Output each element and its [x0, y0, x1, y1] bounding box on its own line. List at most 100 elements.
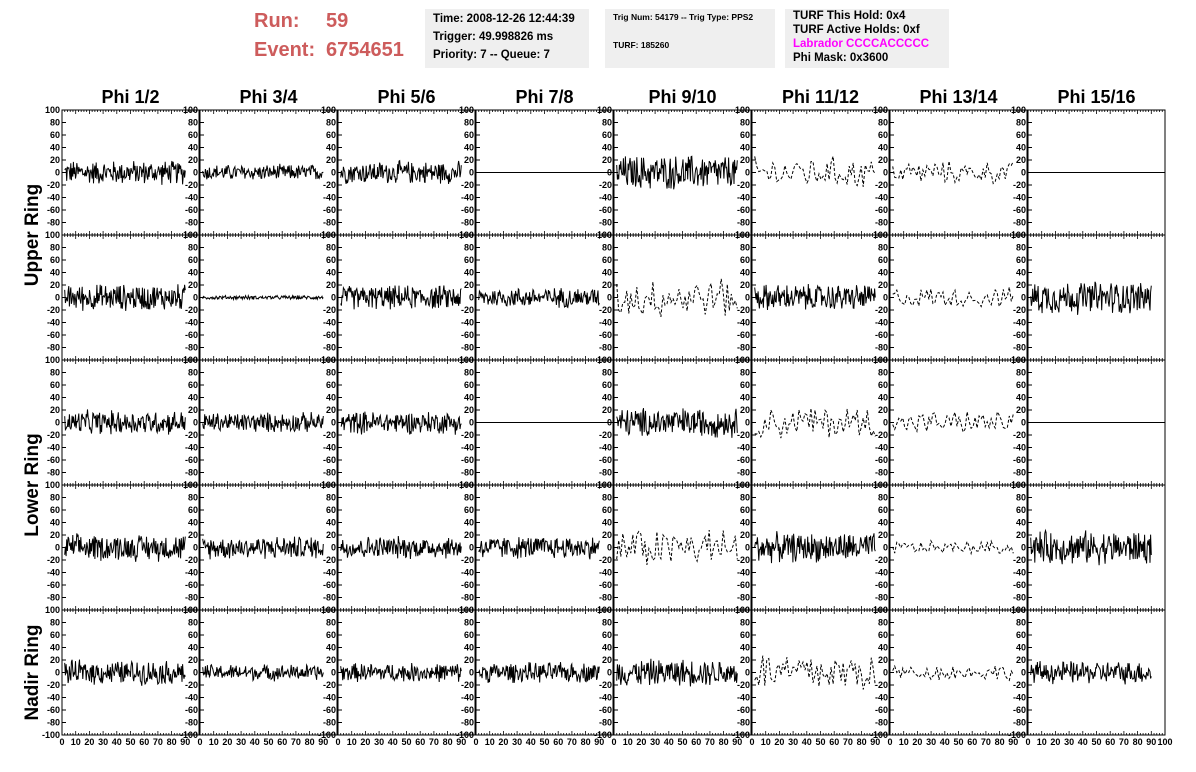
- time-text: Time: 2008-12-26 12:44:39: [433, 13, 575, 25]
- y-tick-label: 20: [878, 280, 888, 290]
- y-tick-label: 80: [50, 618, 60, 628]
- y-tick-label: 60: [464, 255, 474, 265]
- y-tick-label: -20: [323, 680, 336, 690]
- y-tick-label: 100: [183, 105, 198, 115]
- y-tick-label: -20: [875, 430, 888, 440]
- y-tick-label: 80: [602, 618, 612, 628]
- y-tick-label: -20: [599, 555, 612, 565]
- y-tick-label: 20: [464, 280, 474, 290]
- y-tick-label: -60: [737, 705, 750, 715]
- y-tick-label: 80: [326, 618, 336, 628]
- y-tick-label: 0: [1021, 293, 1026, 303]
- y-tick-label: 40: [188, 268, 198, 278]
- y-tick-label: -80: [461, 718, 474, 728]
- waveform-trace: [616, 529, 738, 565]
- y-tick-label: 20: [50, 530, 60, 540]
- y-tick-label: 20: [188, 530, 198, 540]
- waveform-trace: [754, 655, 876, 690]
- y-tick-label: -60: [737, 205, 750, 215]
- y-tick-label: -20: [599, 305, 612, 315]
- y-tick-label: 0: [1021, 543, 1026, 553]
- y-tick-label: -20: [47, 180, 60, 190]
- y-tick-label: -20: [875, 680, 888, 690]
- y-tick-label: -100: [42, 730, 60, 740]
- y-tick-label: 40: [188, 393, 198, 403]
- y-tick-label: 40: [878, 518, 888, 528]
- trig-info-panel: Trig Num: 54179 -- Trig Type: PPS2 TURF:…: [605, 9, 775, 68]
- y-tick-label: 60: [1016, 380, 1026, 390]
- y-tick-label: 60: [326, 255, 336, 265]
- y-tick-label: 20: [188, 280, 198, 290]
- y-tick-label: -40: [1013, 443, 1026, 453]
- y-tick-label: -80: [323, 218, 336, 228]
- y-tick-label: 0: [745, 543, 750, 553]
- y-tick-label: -20: [599, 180, 612, 190]
- y-tick-label: 0: [883, 293, 888, 303]
- y-tick-label: 60: [188, 255, 198, 265]
- y-tick-label: -60: [47, 330, 60, 340]
- column-title: Phi 11/12: [782, 87, 859, 107]
- y-tick-label: -40: [47, 318, 60, 328]
- waveform-trace: [64, 284, 186, 311]
- y-tick-label: -80: [599, 218, 612, 228]
- y-tick-label: -40: [323, 193, 336, 203]
- y-tick-label: 80: [740, 618, 750, 628]
- y-tick-label: -40: [461, 693, 474, 703]
- waveform-trace: [616, 278, 738, 318]
- y-tick-label: -20: [323, 555, 336, 565]
- y-tick-label: 100: [1011, 605, 1026, 615]
- y-tick-label: -80: [185, 218, 198, 228]
- y-tick-label: 60: [464, 505, 474, 515]
- y-tick-label: -60: [461, 705, 474, 715]
- y-tick-label: 40: [602, 143, 612, 153]
- y-tick-label: -60: [875, 330, 888, 340]
- panel-frame: [475, 234, 614, 361]
- y-tick-label: -20: [323, 430, 336, 440]
- y-tick-label: 100: [1011, 230, 1026, 240]
- y-tick-label: 20: [1016, 655, 1026, 665]
- y-tick-label: -40: [461, 568, 474, 578]
- panel-frame: [613, 234, 752, 361]
- y-tick-label: -20: [47, 430, 60, 440]
- y-tick-label: -20: [461, 180, 474, 190]
- y-tick-label: 100: [45, 605, 60, 615]
- y-tick-label: 100: [1011, 355, 1026, 365]
- y-tick-label: -80: [737, 593, 750, 603]
- y-tick-label: -60: [47, 580, 60, 590]
- y-tick-label: -60: [599, 705, 612, 715]
- y-tick-label: 40: [740, 518, 750, 528]
- y-tick-label: 80: [188, 243, 198, 253]
- y-tick-label: 40: [878, 393, 888, 403]
- y-tick-label: 60: [326, 505, 336, 515]
- y-tick-label: -80: [599, 343, 612, 353]
- y-tick-label: 80: [602, 368, 612, 378]
- y-tick-label: -80: [1013, 593, 1026, 603]
- y-tick-label: 40: [740, 643, 750, 653]
- y-tick-label: 60: [602, 630, 612, 640]
- waveform-trace: [892, 161, 1014, 185]
- y-tick-label: -80: [875, 593, 888, 603]
- y-tick-label: -80: [599, 468, 612, 478]
- y-tick-label: -80: [47, 343, 60, 353]
- y-tick-label: 20: [1016, 280, 1026, 290]
- y-tick-label: 80: [740, 493, 750, 503]
- y-tick-label: 60: [464, 630, 474, 640]
- turf-hold-panel: TURF This Hold: 0x4 TURF Active Holds: 0…: [785, 9, 949, 68]
- y-tick-label: 100: [321, 480, 336, 490]
- y-tick-label: -40: [737, 193, 750, 203]
- y-tick-label: 20: [602, 655, 612, 665]
- y-tick-label: 80: [50, 368, 60, 378]
- y-tick-label: 100: [183, 605, 198, 615]
- y-tick-label: 20: [188, 155, 198, 165]
- y-tick-label: 20: [740, 155, 750, 165]
- y-tick-label: 60: [50, 255, 60, 265]
- waveform-trace: [1030, 528, 1152, 566]
- y-tick-label: 100: [1011, 480, 1026, 490]
- y-tick-label: 40: [326, 518, 336, 528]
- turf-this-hold-text: TURF This Hold: 0x4: [793, 10, 906, 22]
- y-tick-label: 60: [50, 505, 60, 515]
- y-tick-label: -40: [323, 443, 336, 453]
- y-tick-label: -60: [599, 330, 612, 340]
- y-tick-label: 100: [597, 605, 612, 615]
- y-tick-label: 40: [326, 643, 336, 653]
